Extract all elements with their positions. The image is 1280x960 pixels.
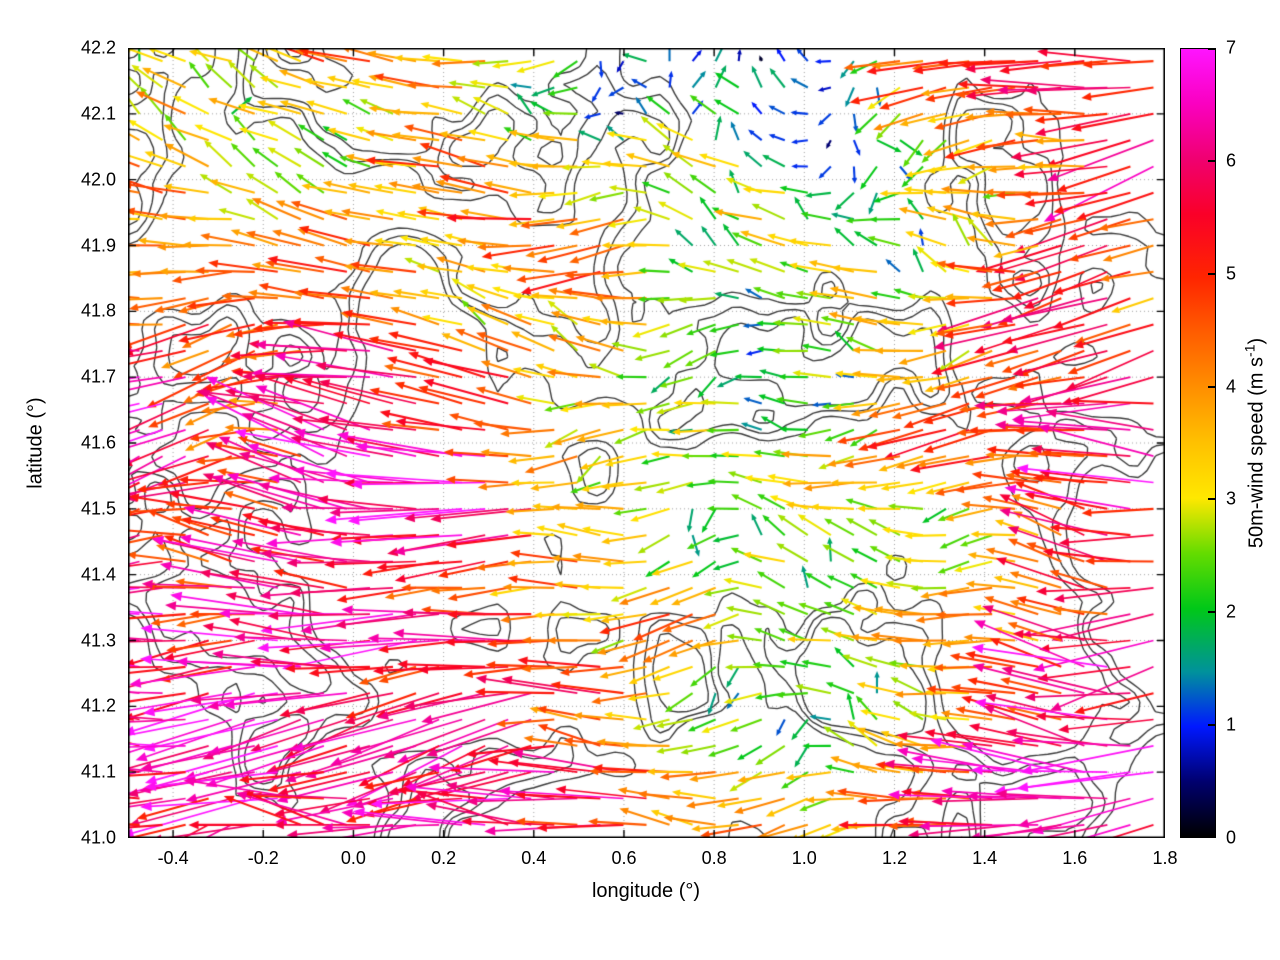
- x-tick-label: 1.2: [881, 848, 907, 868]
- colorbar-tick-label: 0: [1226, 827, 1237, 848]
- colorbar-tick-mark: [1208, 272, 1215, 275]
- colorbar-tick-label: 6: [1226, 150, 1237, 171]
- y-tick-label: 41.0: [80, 827, 116, 848]
- colorbar-label-superscript: -1: [1241, 344, 1258, 357]
- y-tick-label: 41.2: [80, 695, 116, 716]
- x-tick-label: -0.4: [157, 848, 189, 868]
- colorbar-label: 50m-wind speed (m s-1): [1242, 338, 1269, 548]
- colorbar-tick-mark: [1208, 48, 1215, 50]
- colorbar-tick-mark: [1208, 385, 1215, 388]
- colorbar-tick-mark: [1208, 724, 1215, 727]
- colorbar-tick-mark: [1208, 159, 1215, 162]
- colorbar-tick-label: 2: [1226, 601, 1237, 622]
- y-tick-label: 41.3: [80, 630, 116, 650]
- x-tick-label: 1.0: [791, 848, 817, 868]
- x-tick-label: 1.6: [1062, 848, 1088, 868]
- y-tick-label: 42.1: [80, 103, 116, 124]
- x-tick-label: 0.4: [521, 848, 547, 868]
- colorbar-tick-label: 3: [1226, 488, 1237, 509]
- colorbar-tick-label: 1: [1226, 714, 1237, 735]
- y-tick-label: 41.9: [80, 235, 116, 255]
- y-tick-label: 41.8: [80, 300, 116, 321]
- colorbar-label-close: ): [1245, 337, 1268, 345]
- y-tick-label: 41.7: [80, 366, 116, 387]
- y-tick-label: 41.4: [80, 564, 116, 585]
- colorbar-tick-mark: [1208, 611, 1215, 614]
- y-tick-label: 41.1: [80, 761, 116, 782]
- y-tick-label: 42.2: [80, 37, 116, 58]
- x-axis-label: longitude (°): [591, 880, 701, 902]
- x-tick-label: 0.8: [701, 848, 727, 868]
- colorbar-tick-mark: [1208, 835, 1215, 837]
- colorbar-label-text: 50m-wind speed (m s: [1245, 356, 1268, 549]
- colorbar-tick-label: 5: [1226, 263, 1237, 284]
- y-tick-label: 41.5: [80, 498, 116, 519]
- colorbar-tick-label: 4: [1226, 376, 1237, 397]
- y-axis-label: latitude (°): [24, 397, 47, 489]
- x-tick-label: 0.2: [431, 848, 457, 868]
- y-tick-label: 42.0: [80, 169, 116, 190]
- x-tick-label: 0.0: [340, 848, 366, 868]
- x-tick-label: 1.8: [1152, 848, 1178, 868]
- x-tick-label: 1.4: [972, 848, 998, 868]
- x-tick-label: -0.2: [247, 848, 279, 868]
- quiver-plot-canvas: [128, 48, 1165, 838]
- x-tick-label: 0.6: [611, 848, 637, 868]
- colorbar-tick-label: 7: [1226, 37, 1237, 58]
- colorbar-tick-mark: [1208, 498, 1215, 501]
- colorbar: [1180, 48, 1216, 838]
- y-tick-label: 41.6: [80, 432, 116, 453]
